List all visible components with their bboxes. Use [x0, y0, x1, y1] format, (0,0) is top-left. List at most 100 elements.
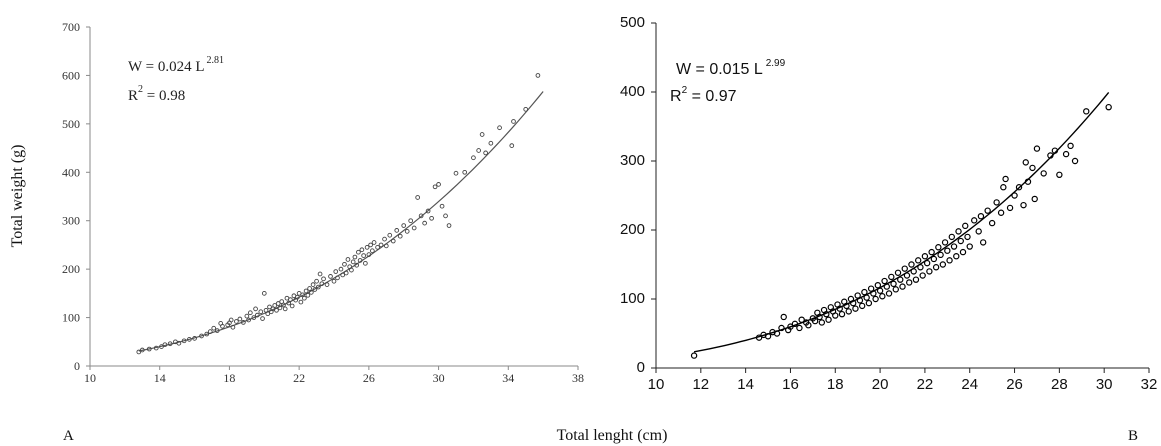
data-point-panel-a [350, 259, 356, 265]
equation-b-main: W = 0.015 L [676, 61, 763, 78]
panel-label-a: A [63, 428, 74, 444]
data-point-panel-a [415, 195, 421, 200]
data-point-panel-a [378, 242, 384, 248]
data-point-panel-b [997, 209, 1005, 216]
data-point-panel-b [1002, 175, 1009, 183]
data-point-panel-b [811, 317, 819, 325]
data-point-panel-a [303, 288, 309, 294]
data-point-panel-b [1024, 178, 1032, 185]
y-tick-label-panel-b: 0 [637, 359, 645, 376]
data-point-panel-a [251, 315, 257, 320]
data-point-panel-a [375, 245, 380, 250]
data-point-panel-a [361, 253, 366, 258]
data-point-panel-b [1067, 142, 1074, 150]
data-point-panel-a [432, 184, 438, 190]
data-point-panel-a [207, 329, 213, 334]
y-tick-label-panel-b: 500 [620, 14, 645, 31]
data-point-panel-b [690, 352, 698, 359]
data-point-panel-b [957, 237, 964, 245]
data-point-panel-a [214, 328, 220, 333]
r-squared-b-sup: 2 [682, 85, 688, 96]
data-point-panel-a [211, 325, 217, 331]
data-point-panel-a [186, 337, 192, 342]
data-point-panel-b [883, 283, 891, 290]
x-tick-label-panel-a: 10 [84, 371, 96, 385]
data-point-panel-b [939, 261, 947, 268]
data-point-panel-a [340, 272, 346, 278]
x-tick-label-panel-b: 20 [872, 376, 889, 393]
data-point-panel-a [234, 319, 239, 324]
data-point-panel-a [274, 307, 279, 313]
data-point-panel-a [439, 203, 445, 209]
data-point-panel-b [984, 207, 991, 214]
data-point-panel-b [838, 310, 846, 318]
data-point-panel-a [267, 304, 272, 310]
x-tick-label-panel-b: 22 [917, 376, 934, 393]
y-tick-label-panel-a: 500 [62, 117, 80, 131]
data-point-panel-b [950, 243, 958, 250]
data-point-panel-a [258, 309, 264, 315]
data-point-panel-b [1006, 204, 1014, 212]
y-axis-label: Total weight (g) [9, 145, 26, 248]
data-point-panel-b [959, 248, 967, 256]
data-point-panel-a [354, 262, 360, 268]
data-point-panel-a [261, 291, 267, 296]
data-point-panel-a [275, 301, 281, 306]
data-point-panel-a [319, 281, 325, 287]
data-point-panel-b [850, 299, 857, 307]
data-point-panel-a [359, 247, 365, 253]
data-point-panel-a [260, 316, 265, 321]
data-point-panel-a [333, 269, 339, 274]
data-point-panel-a [462, 169, 468, 175]
data-point-panel-b [1022, 159, 1029, 166]
data-point-panel-a [230, 324, 236, 330]
fit-curve-panel-b [693, 92, 1110, 353]
x-tick-label-panel-a: 34 [502, 371, 514, 385]
data-point-panel-b [870, 290, 877, 297]
y-tick-label-panel-b: 100 [620, 290, 645, 307]
y-tick-label-panel-a: 100 [62, 311, 80, 325]
data-point-panel-b [903, 272, 911, 279]
data-point-panel-a [176, 340, 182, 346]
data-point-panel-b [1047, 152, 1054, 159]
x-tick-label-panel-b: 14 [737, 376, 754, 393]
data-point-panel-b [899, 283, 906, 290]
data-point-panel-b [988, 219, 996, 227]
data-point-panel-a [371, 240, 377, 245]
data-point-panel-a [488, 140, 494, 146]
data-point-panel-b [908, 261, 915, 268]
data-point-panel-a [136, 349, 142, 355]
data-point-panel-a [253, 306, 258, 312]
data-point-panel-b [910, 268, 917, 275]
data-point-panel-a [383, 243, 389, 249]
data-point-panel-a [181, 338, 187, 344]
data-point-panel-b [872, 295, 879, 303]
data-point-panel-b [993, 199, 1000, 206]
data-point-panel-a [307, 286, 312, 291]
data-point-panel-b [755, 334, 763, 341]
x-tick-label-panel-b: 10 [648, 376, 665, 393]
x-tick-label-panel-a: 26 [363, 371, 375, 385]
data-point-panel-b [971, 217, 978, 224]
data-point-panel-b [818, 319, 826, 326]
r-squared-b: R2 = 0.97 [670, 85, 737, 105]
data-point-panel-b [923, 259, 931, 267]
x-axis-label: Total lenght (cm) [557, 427, 668, 444]
data-point-panel-a [497, 125, 502, 131]
data-point-panel-b [861, 288, 868, 296]
data-point-panel-a [247, 310, 253, 316]
data-point-panel-b [1071, 157, 1079, 165]
data-point-panel-a [483, 150, 488, 156]
data-point-panel-a [476, 148, 482, 153]
data-point-panel-a [241, 320, 246, 325]
data-point-panel-b [977, 212, 985, 220]
data-point-panel-b [914, 257, 922, 264]
r-squared-a: R2 = 0.98 [128, 84, 185, 104]
data-point-panel-a [315, 284, 321, 290]
data-point-panel-a [146, 346, 152, 352]
fit-curve-panel-a [138, 91, 544, 352]
data-point-panel-a [523, 106, 529, 112]
x-tick-label-panel-a: 22 [293, 371, 305, 385]
r-squared-a-prefix: R [128, 88, 138, 104]
data-point-panel-a [349, 267, 354, 273]
